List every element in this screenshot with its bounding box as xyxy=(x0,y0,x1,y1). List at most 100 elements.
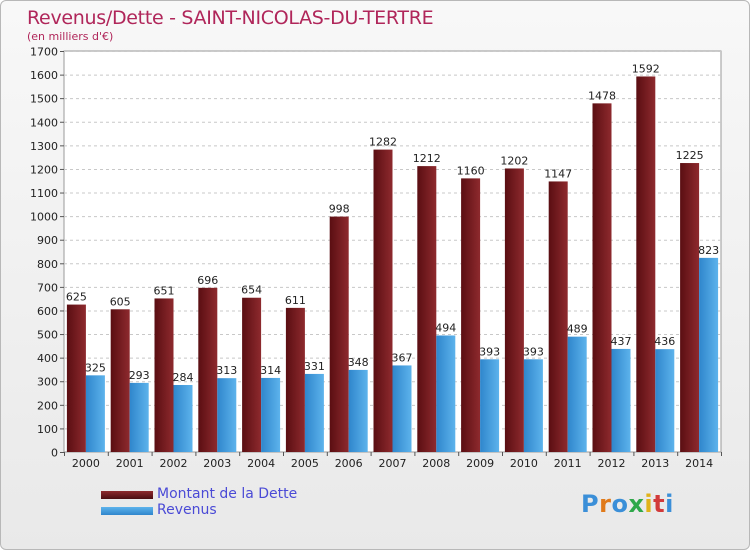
data-label-revenus: 494 xyxy=(435,321,456,334)
bar-revenus xyxy=(436,335,456,452)
data-label-revenus: 489 xyxy=(567,323,588,336)
proxiti-logo: Proxiti xyxy=(581,490,674,518)
data-label-dette: 1160 xyxy=(457,164,485,177)
data-label-dette: 605 xyxy=(110,295,131,308)
y-tick-label: 0 xyxy=(51,447,58,460)
x-tick-label: 2005 xyxy=(291,457,319,470)
x-tick-label: 2014 xyxy=(685,457,713,470)
x-tick-label: 2004 xyxy=(247,457,275,470)
logo-letter: o xyxy=(611,490,629,518)
y-tick-label: 400 xyxy=(37,352,58,365)
data-label-revenus: 313 xyxy=(216,364,237,377)
data-label-revenus: 437 xyxy=(611,335,632,348)
bar-revenus xyxy=(348,369,368,452)
data-label-dette: 1147 xyxy=(544,167,572,180)
logo-letter: t xyxy=(653,490,666,518)
bar-dette xyxy=(198,287,218,452)
logo-letter: r xyxy=(599,490,612,518)
bar-dette xyxy=(417,166,437,452)
data-label-revenus: 293 xyxy=(129,369,150,382)
bar-dette xyxy=(461,178,481,452)
bar-revenus xyxy=(129,382,149,452)
y-tick-label: 500 xyxy=(37,329,58,342)
bar-revenus xyxy=(699,257,719,452)
x-tick-label: 2001 xyxy=(116,457,144,470)
data-label-revenus: 348 xyxy=(348,356,369,369)
bar-dette xyxy=(329,216,349,452)
bar-revenus xyxy=(217,378,237,452)
data-label-dette: 1478 xyxy=(588,89,616,102)
y-tick-label: 800 xyxy=(37,258,58,271)
y-tick-label: 1600 xyxy=(30,69,58,82)
y-tick-label: 200 xyxy=(37,399,58,412)
bar-dette xyxy=(504,168,524,452)
data-label-revenus: 325 xyxy=(85,361,106,374)
data-label-dette: 654 xyxy=(241,284,262,297)
logo-letter: i xyxy=(644,490,654,518)
data-label-revenus: 436 xyxy=(654,335,675,348)
data-label-revenus: 823 xyxy=(698,244,719,257)
y-tick-label: 100 xyxy=(37,423,58,436)
data-label-dette: 1282 xyxy=(369,136,397,149)
x-tick-label: 2010 xyxy=(510,457,538,470)
data-label-dette: 1592 xyxy=(632,62,660,75)
data-label-revenus: 284 xyxy=(173,371,194,384)
data-label-dette: 1225 xyxy=(676,149,704,162)
bar-dette xyxy=(154,298,174,452)
logo-letter: P xyxy=(581,490,600,518)
y-tick-label: 1300 xyxy=(30,140,58,153)
bar-revenus xyxy=(567,336,587,452)
y-tick-label: 300 xyxy=(37,376,58,389)
bar-revenus xyxy=(655,349,675,452)
legend-label-revenus: Revenus xyxy=(157,502,217,518)
y-tick-label: 1200 xyxy=(30,163,58,176)
legend-label-dette: Montant de la Dette xyxy=(157,486,298,502)
y-tick-label: 1400 xyxy=(30,116,58,129)
bar-dette xyxy=(373,149,393,452)
data-label-dette: 1202 xyxy=(500,154,528,167)
data-label-dette: 998 xyxy=(329,203,350,216)
bar-revenus xyxy=(611,348,631,452)
x-tick-label: 2011 xyxy=(554,457,582,470)
y-tick-label: 700 xyxy=(37,281,58,294)
bar-dette xyxy=(548,181,568,453)
data-label-revenus: 393 xyxy=(523,345,544,358)
x-tick-label: 2006 xyxy=(335,457,363,470)
bar-dette xyxy=(285,307,305,452)
bar-revenus xyxy=(523,359,543,452)
bar-revenus xyxy=(85,375,105,452)
data-label-revenus: 331 xyxy=(304,360,325,373)
legend-swatch-revenus xyxy=(101,507,153,515)
chart-title: Revenus/Dette - SAINT-NICOLAS-DU-TERTRE xyxy=(27,7,434,29)
x-tick-label: 2013 xyxy=(641,457,669,470)
logo-letter: i xyxy=(665,490,674,518)
logo-letter: x xyxy=(628,490,645,518)
y-tick-label: 1700 xyxy=(30,46,58,59)
bar-revenus xyxy=(304,373,324,452)
bar-dette xyxy=(66,304,86,452)
bar-revenus xyxy=(173,385,193,452)
data-label-revenus: 367 xyxy=(392,351,413,364)
data-label-revenus: 314 xyxy=(260,364,281,377)
data-label-dette: 1212 xyxy=(413,152,441,165)
bar-dette xyxy=(592,103,612,453)
bar-revenus xyxy=(480,359,500,452)
x-tick-label: 2007 xyxy=(379,457,407,470)
bar-dette xyxy=(242,297,262,452)
y-tick-label: 1000 xyxy=(30,211,58,224)
bar-dette xyxy=(110,309,130,452)
y-tick-label: 1500 xyxy=(30,93,58,106)
y-tick-label: 900 xyxy=(37,234,58,247)
legend-swatch-dette xyxy=(101,491,153,499)
bar-revenus xyxy=(261,377,281,452)
bar-dette xyxy=(680,163,700,452)
x-tick-label: 2003 xyxy=(203,457,231,470)
y-tick-label: 1100 xyxy=(30,187,58,200)
data-label-revenus: 393 xyxy=(479,345,500,358)
bar-dette xyxy=(636,76,656,453)
data-label-dette: 696 xyxy=(197,274,218,287)
data-label-dette: 611 xyxy=(285,294,306,307)
y-tick-label: 600 xyxy=(37,305,58,318)
